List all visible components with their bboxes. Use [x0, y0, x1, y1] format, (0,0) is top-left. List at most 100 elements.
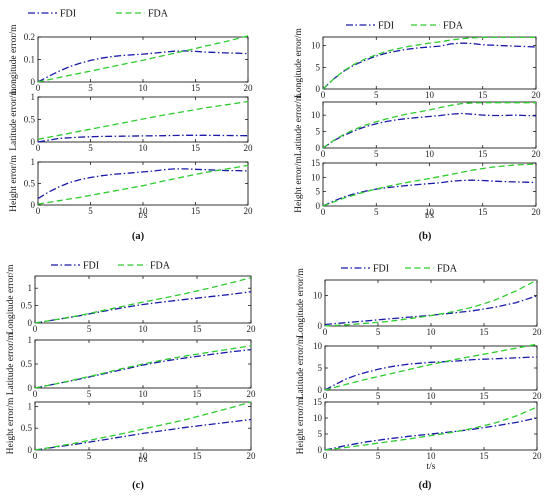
axes-box — [322, 162, 537, 207]
legend-label-fda: FDA — [148, 9, 169, 20]
y-axis-label: Height error/m — [296, 397, 306, 454]
y-tick-label: 15 — [311, 158, 321, 168]
series-fda-line — [34, 401, 252, 451]
axes-box — [34, 275, 252, 324]
x-tick-label: 0 — [36, 83, 41, 93]
x-tick-label: 0 — [36, 206, 41, 216]
x-tick-label: 20 — [247, 389, 257, 399]
subplot-longitude: 0 5 10 15 20 0 10 Longitude error/m — [296, 267, 542, 338]
x-tick-label: 10 — [139, 206, 149, 216]
panel-caption: (a) — [132, 231, 145, 242]
y-axis-label: Height error/m — [9, 155, 19, 212]
x-tick-label: 0 — [321, 149, 326, 159]
y-axis-label: Latitude error/m — [296, 336, 306, 399]
series-fdi-line — [37, 50, 249, 83]
series-fda-line — [324, 406, 538, 451]
x-tick-label: 20 — [533, 327, 543, 337]
y-axis-label: Longitude error/m — [9, 24, 19, 95]
series-fdi-line — [34, 291, 252, 324]
x-tick-label: 10 — [427, 451, 437, 461]
x-tick-label: 15 — [193, 389, 203, 399]
x-tick-label: 20 — [244, 143, 254, 153]
y-tick-label: 0 — [28, 383, 33, 393]
y-tick-label: 10 — [311, 41, 321, 51]
y-tick-label: 0 — [316, 143, 321, 153]
x-axis-label: t/s — [425, 211, 434, 221]
y-tick-label: 5 — [318, 363, 323, 373]
legend: FDI FDA — [341, 264, 458, 275]
y-tick-label: 0 — [316, 201, 321, 211]
y-tick-label: 5 — [318, 429, 323, 439]
x-tick-label: 15 — [191, 206, 201, 216]
y-tick-label: 10 — [313, 413, 323, 423]
x-tick-label: 15 — [478, 207, 488, 217]
x-tick-label: 10 — [425, 90, 435, 100]
x-tick-label: 20 — [247, 451, 257, 461]
series-fdi-line — [324, 417, 538, 451]
x-tick-label: 5 — [374, 149, 379, 159]
y-tick-label: 0.5 — [21, 423, 33, 433]
legend-label-fdi: FDI — [373, 264, 389, 275]
x-tick-label: 0 — [33, 324, 38, 334]
series-fda-line — [37, 35, 249, 83]
y-axis-label: Height error/m — [6, 397, 16, 454]
y-tick-label: 1 — [28, 283, 33, 293]
subplot-longitude: 0 5 10 15 20 0 0.1 0.2 Longitude error/m — [9, 24, 253, 95]
x-tick-label: 15 — [193, 324, 203, 334]
x-tick-label: 20 — [532, 207, 542, 217]
series-fdi-line — [37, 134, 249, 143]
legend: FDI FDA — [346, 21, 464, 32]
y-tick-label: 5 — [316, 187, 321, 197]
legend-label-fda: FDA — [437, 264, 458, 275]
x-tick-label: 10 — [139, 83, 149, 93]
y-axis-label: Latitude error/m — [6, 332, 16, 395]
panel-d: FDI FDA 0 5 10 15 20 0 10 Longitude error/m 0 5 10 15… — [296, 264, 542, 492]
series-fda-line — [322, 102, 536, 149]
x-axis-label: t/s — [139, 211, 148, 221]
y-tick-label: 10 — [311, 172, 321, 182]
y-axis-label: Longitude error/m — [296, 267, 306, 338]
x-tick-label: 15 — [191, 83, 201, 93]
y-axis-label: Longitude error/m — [294, 27, 304, 98]
legend: FDI FDA — [51, 261, 171, 272]
series-fda-line — [324, 279, 538, 327]
y-tick-label: 1 — [31, 92, 36, 102]
y-tick-label: 15 — [313, 397, 323, 407]
axes-box — [322, 36, 537, 90]
series-fdi-line — [37, 168, 249, 200]
subplot-latitude: 0 5 10 15 20 0 0.5 1 Latitude error/m — [9, 88, 253, 153]
x-tick-label: 10 — [139, 143, 149, 153]
x-tick-label: 5 — [376, 451, 381, 461]
subplot-latitude: 0 5 10 15 20 0 0.5 1 Latitude error/m — [6, 332, 256, 399]
y-tick-label: 1 — [28, 401, 33, 411]
x-tick-label: 20 — [532, 149, 542, 159]
series-fdi-line — [34, 418, 252, 451]
x-tick-label: 10 — [139, 389, 149, 399]
legend-label-fda: FDA — [443, 21, 464, 32]
y-tick-label: 1 — [28, 335, 33, 345]
y-tick-label: 0 — [318, 385, 323, 395]
x-tick-label: 0 — [323, 451, 328, 461]
series-fdi-line — [322, 42, 537, 90]
x-tick-label: 5 — [376, 391, 381, 401]
x-tick-label: 5 — [88, 143, 93, 153]
x-tick-label: 10 — [139, 451, 149, 461]
legend-label-fdi: FDI — [60, 9, 76, 20]
x-tick-label: 20 — [244, 206, 254, 216]
axes-box — [34, 401, 252, 451]
x-tick-label: 0 — [33, 451, 38, 461]
x-tick-label: 0 — [323, 391, 328, 401]
x-tick-label: 15 — [480, 451, 490, 461]
x-tick-label: 5 — [87, 451, 92, 461]
x-tick-label: 10 — [427, 327, 437, 337]
legend-label-fdi: FDI — [83, 261, 99, 272]
x-tick-label: 0 — [321, 207, 326, 217]
x-tick-label: 10 — [139, 324, 149, 334]
series-fdi-line — [322, 112, 537, 149]
x-tick-label: 15 — [191, 143, 201, 153]
x-tick-label: 20 — [244, 83, 254, 93]
series-fda-line — [324, 343, 538, 391]
